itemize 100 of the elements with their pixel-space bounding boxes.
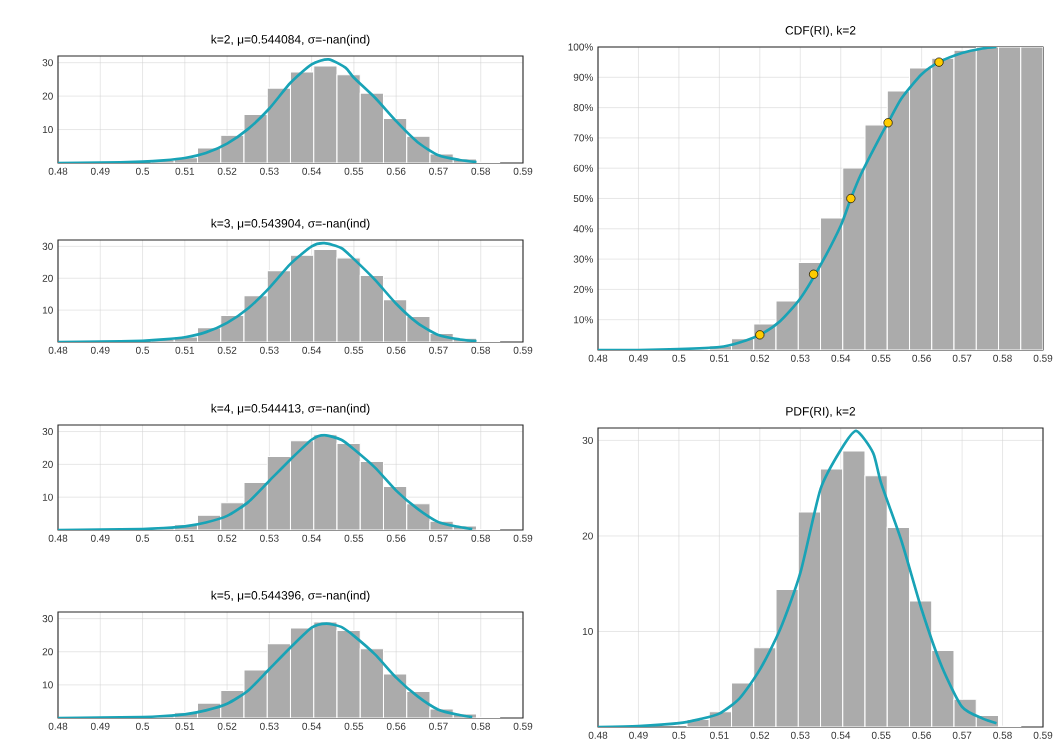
x-tick-label: 0.5 — [672, 354, 686, 362]
x-tick-label: 0.54 — [302, 167, 322, 175]
chart-title: CDF(RI), k=2 — [785, 25, 856, 37]
y-tick-label: 100% — [568, 43, 593, 51]
y-tick-label: 70% — [573, 134, 593, 142]
x-tick-label: 0.58 — [993, 731, 1012, 739]
x-tick-label: 0.57 — [429, 722, 448, 730]
y-tick-label: 20% — [573, 285, 593, 293]
x-tick-label: 0.54 — [302, 346, 322, 354]
point — [755, 330, 765, 340]
y-tick-label: 10 — [42, 493, 53, 501]
x-tick-label: 0.51 — [710, 354, 729, 362]
y-tick-label: 20 — [42, 460, 53, 468]
x-tick-label: 0.54 — [831, 354, 851, 362]
point — [883, 118, 893, 128]
y-tick-label: 30 — [42, 59, 53, 67]
chart-title: k=2, μ=0.544084, σ=-nan(ind) — [211, 34, 370, 46]
x-tick-label: 0.48 — [588, 354, 608, 362]
y-tick-label: 30% — [573, 255, 593, 263]
x-tick-label: 0.59 — [513, 534, 533, 542]
x-tick-label: 0.55 — [871, 354, 891, 362]
x-tick-label: 0.52 — [217, 534, 237, 542]
x-tick-label: 0.49 — [90, 346, 110, 354]
x-tick-label: 0.56 — [386, 722, 406, 730]
y-tick-label: 10 — [42, 681, 53, 689]
y-tick-label: 50% — [573, 194, 593, 203]
line-series — [58, 622, 474, 718]
x-tick-label: 0.49 — [90, 722, 110, 730]
line-series — [58, 433, 474, 530]
x-tick-label: 0.59 — [513, 167, 533, 175]
x-tick-label: 0.57 — [429, 346, 448, 354]
x-tick-label: 0.5 — [135, 722, 150, 730]
x-tick-label: 0.48 — [48, 534, 68, 542]
chart-title: k=4, μ=0.544413, σ=-nan(ind) — [211, 403, 370, 415]
x-tick-label: 0.53 — [260, 346, 279, 354]
x-tick-label: 0.53 — [260, 722, 279, 730]
x-tick-label: 0.52 — [217, 722, 237, 730]
x-tick-label: 0.51 — [175, 346, 195, 354]
line-series — [598, 429, 998, 727]
y-tick-label: 90% — [573, 73, 593, 81]
x-tick-label: 0.5 — [135, 167, 150, 175]
x-tick-label: 0.58 — [471, 534, 491, 542]
y-tick-label: 30 — [42, 428, 53, 436]
x-tick-label: 0.49 — [90, 534, 110, 542]
x-tick-label: 0.56 — [912, 354, 931, 362]
x-tick-label: 0.57 — [952, 354, 972, 362]
x-tick-label: 0.49 — [90, 167, 110, 175]
x-tick-label: 0.59 — [513, 346, 533, 354]
x-tick-label: 0.5 — [135, 346, 150, 354]
x-tick-label: 0.56 — [386, 167, 406, 175]
y-tick-label: 80% — [573, 104, 593, 112]
x-tick-label: 0.53 — [790, 731, 810, 739]
x-tick-label: 0.51 — [175, 534, 195, 542]
x-tick-label: 0.52 — [217, 346, 237, 354]
x-tick-label: 0.57 — [952, 731, 972, 739]
x-tick-label: 0.54 — [302, 534, 322, 542]
x-tick-label: 0.52 — [217, 167, 237, 175]
x-tick-label: 0.59 — [1033, 354, 1053, 362]
y-tick-label: 20 — [42, 274, 53, 282]
chart-title: PDF(RI), k=2 — [786, 406, 856, 418]
y-tick-label: 30 — [42, 615, 53, 623]
x-tick-label: 0.5 — [135, 534, 150, 542]
x-tick-label: 0.51 — [175, 722, 195, 730]
x-tick-label: 0.48 — [48, 346, 68, 354]
line-series — [598, 47, 998, 350]
point — [846, 193, 856, 204]
x-tick-label: 0.48 — [48, 167, 68, 175]
x-tick-label: 0.57 — [429, 167, 448, 175]
x-tick-label: 0.49 — [629, 354, 648, 362]
x-tick-label: 0.58 — [471, 346, 491, 354]
y-tick-label: 10% — [574, 316, 593, 324]
x-tick-label: 0.56 — [386, 346, 406, 354]
x-tick-label: 0.55 — [344, 167, 364, 175]
y-tick-label: 20 — [42, 648, 53, 656]
x-tick-label: 0.48 — [48, 722, 68, 730]
x-tick-label: 0.56 — [912, 731, 931, 739]
x-tick-label: 0.51 — [710, 731, 729, 739]
x-tick-label: 0.57 — [429, 534, 448, 542]
x-tick-label: 0.54 — [831, 731, 851, 739]
x-tick-label: 0.48 — [588, 731, 608, 739]
x-tick-label: 0.53 — [260, 167, 279, 175]
y-tick-label: 60% — [573, 164, 593, 172]
y-tick-label: 30 — [42, 242, 53, 250]
y-tick-label: 40% — [573, 225, 593, 233]
x-tick-label: 0.55 — [344, 722, 364, 730]
x-tick-label: 0.54 — [302, 722, 322, 730]
chart-title: k=5, μ=0.544396, σ=-nan(ind) — [211, 590, 370, 602]
x-tick-label: 0.58 — [993, 354, 1012, 362]
x-tick-label: 0.58 — [471, 722, 491, 730]
x-tick-label: 0.49 — [629, 731, 648, 739]
x-tick-label: 0.55 — [344, 534, 364, 542]
y-tick-label: 20 — [42, 92, 53, 100]
x-tick-label: 0.52 — [750, 354, 770, 362]
y-tick-label: 20 — [582, 532, 593, 540]
point — [934, 57, 944, 67]
y-tick-label: 10 — [42, 306, 53, 314]
x-tick-label: 0.55 — [871, 731, 891, 739]
y-tick-label: 30 — [582, 436, 593, 444]
x-tick-label: 0.52 — [750, 731, 770, 739]
x-tick-label: 0.59 — [1033, 731, 1053, 739]
